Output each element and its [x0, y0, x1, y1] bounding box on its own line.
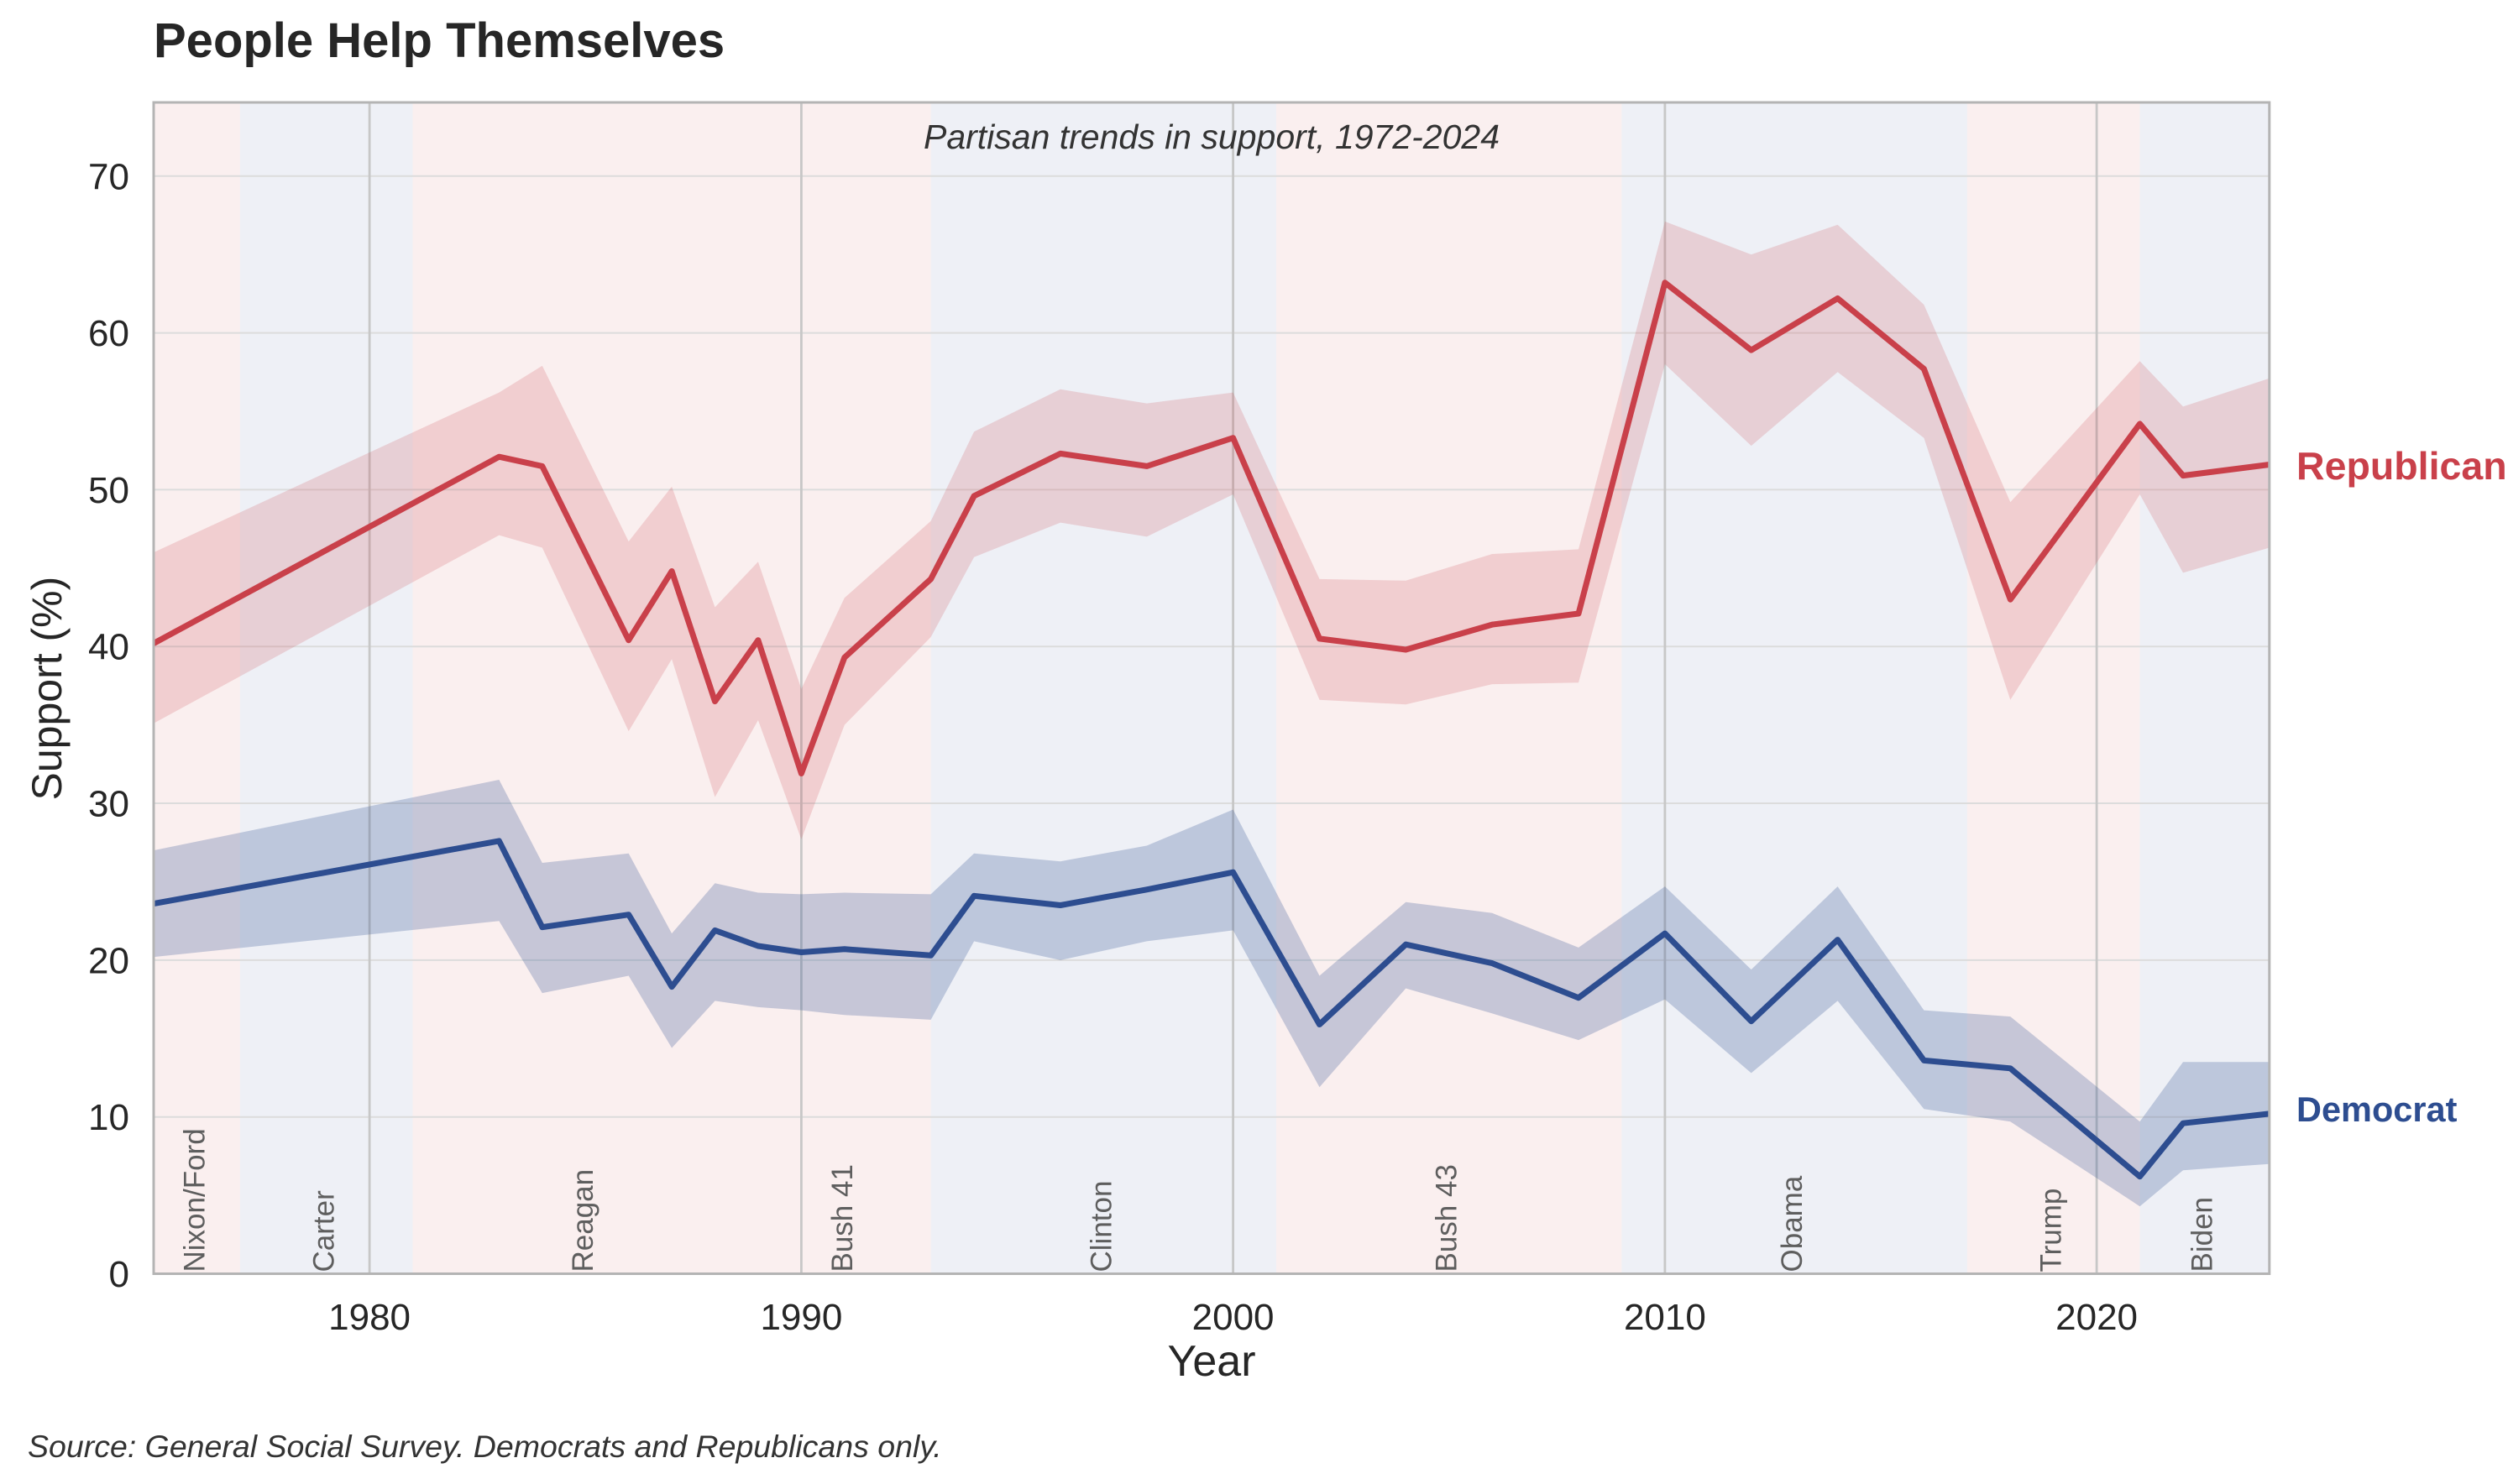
- svg-text:Source: General Social Survey.: Source: General Social Survey. Democrats…: [28, 1429, 942, 1464]
- svg-text:60: 60: [88, 313, 129, 354]
- svg-text:2010: 2010: [1624, 1297, 1706, 1338]
- svg-text:Year: Year: [1167, 1337, 1255, 1386]
- svg-text:Obama: Obama: [1776, 1175, 1809, 1272]
- svg-text:10: 10: [88, 1097, 129, 1138]
- svg-text:Partisan trends in support, 19: Partisan trends in support, 1972-2024: [924, 118, 1500, 156]
- svg-text:50: 50: [88, 470, 129, 511]
- svg-text:People Help Themselves: People Help Themselves: [154, 13, 725, 68]
- svg-text:Carter: Carter: [308, 1190, 341, 1272]
- svg-text:Republican: Republican: [2296, 444, 2507, 488]
- svg-text:Support (%): Support (%): [24, 577, 71, 801]
- svg-text:Clinton: Clinton: [1085, 1181, 1118, 1272]
- svg-text:2020: 2020: [2055, 1297, 2138, 1338]
- svg-text:1980: 1980: [328, 1297, 411, 1338]
- svg-text:Bush 41: Bush 41: [826, 1164, 859, 1272]
- svg-text:Reagan: Reagan: [567, 1169, 600, 1272]
- svg-text:0: 0: [109, 1254, 129, 1295]
- svg-text:70: 70: [88, 156, 129, 197]
- svg-text:2000: 2000: [1192, 1297, 1275, 1338]
- svg-text:20: 20: [88, 940, 129, 981]
- svg-text:40: 40: [88, 627, 129, 668]
- svg-text:Democrat: Democrat: [2296, 1089, 2458, 1129]
- svg-text:Trump: Trump: [2035, 1189, 2068, 1272]
- svg-text:Bush 43: Bush 43: [1431, 1164, 1463, 1272]
- svg-text:Biden: Biden: [2186, 1197, 2219, 1272]
- svg-text:Nixon/Ford: Nixon/Ford: [178, 1128, 211, 1272]
- svg-text:30: 30: [88, 784, 129, 825]
- svg-text:1990: 1990: [760, 1297, 842, 1338]
